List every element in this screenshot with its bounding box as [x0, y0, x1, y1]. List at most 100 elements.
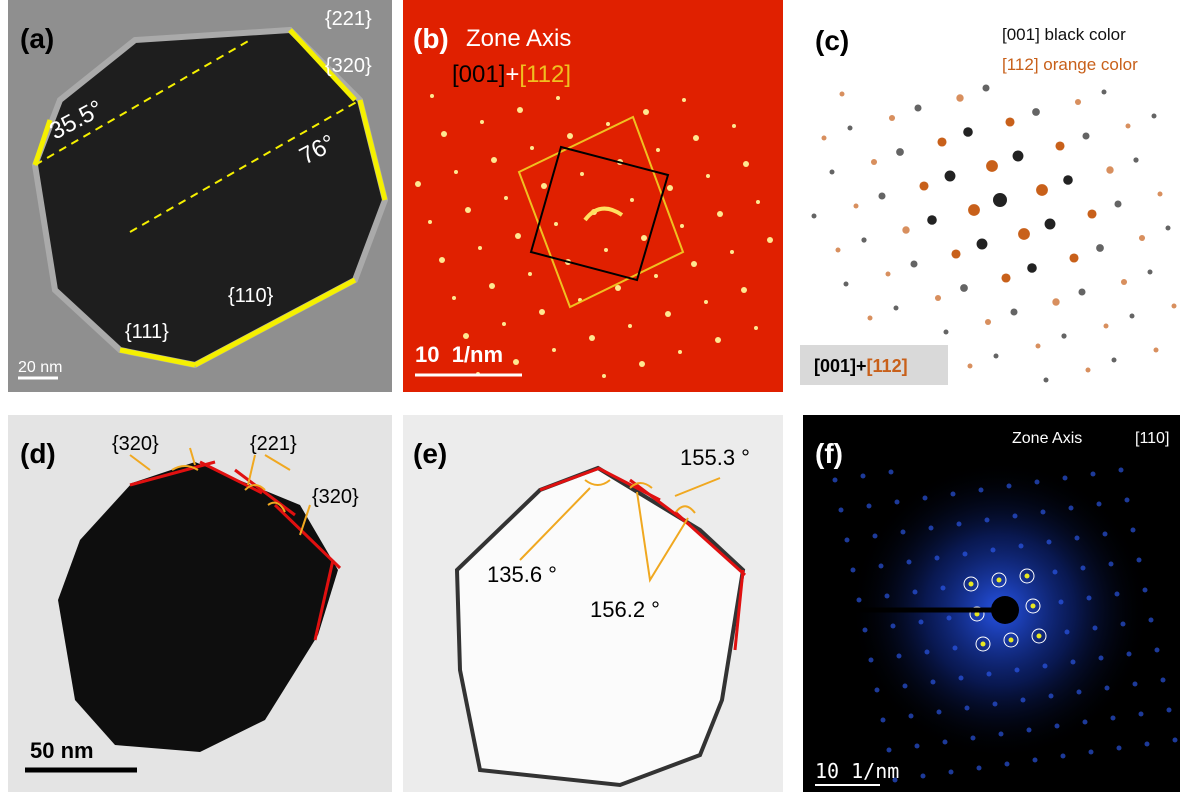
orange-spot: [1052, 298, 1059, 305]
spot: [929, 526, 934, 531]
panel-e: (e) 155.3 ° 135.6 ° 156.2 °: [403, 415, 783, 792]
spot: [1015, 668, 1020, 673]
spot: [589, 335, 595, 341]
spot: [931, 680, 936, 685]
spot: [891, 624, 896, 629]
orange-spot: [986, 160, 998, 172]
spot: [717, 211, 723, 217]
spot: [441, 131, 447, 137]
spot: [1013, 514, 1018, 519]
spot: [1071, 660, 1076, 665]
spot: [1111, 716, 1116, 721]
spot: [861, 474, 866, 479]
spot: [1075, 536, 1080, 541]
orange-spot: [1001, 273, 1010, 282]
orange-spot: [1055, 141, 1064, 150]
black-spot: [1061, 333, 1066, 338]
black-spot: [977, 239, 988, 250]
spot: [969, 582, 974, 587]
orange-spot: [956, 94, 963, 101]
spot: [1097, 502, 1102, 507]
spot: [641, 235, 647, 241]
spot: [957, 522, 962, 527]
scale-label: 50 nm: [30, 738, 94, 763]
panel-label: (b): [413, 23, 449, 54]
black-spot: [982, 84, 989, 91]
spot: [439, 257, 445, 263]
caption-part: [112]: [867, 356, 908, 376]
spot: [1055, 724, 1060, 729]
spot: [604, 248, 608, 252]
panel-d: (d) {320} {221} {320} 50 nm: [8, 415, 392, 792]
spot: [987, 672, 992, 677]
spot: [977, 766, 982, 771]
caption-part: +: [856, 356, 867, 376]
spot: [1083, 720, 1088, 725]
spot: [1019, 544, 1024, 549]
spot: [971, 736, 976, 741]
spot: [478, 246, 482, 250]
spot: [1035, 480, 1040, 485]
orange-spot: [854, 204, 859, 209]
black-spot: [830, 170, 835, 175]
spot: [1077, 690, 1082, 695]
spot: [959, 676, 964, 681]
orange-spot: [1126, 124, 1131, 129]
spot: [539, 309, 545, 315]
orange-spot: [822, 136, 827, 141]
scale-label: 20 nm: [18, 359, 62, 376]
annotation: {320}: [325, 55, 372, 77]
panel-label: (f): [815, 438, 843, 469]
orange-spot: [886, 272, 891, 277]
spot: [1131, 528, 1136, 533]
spot: [1087, 596, 1092, 601]
figure: (a) {221} {320} 35.5° 76° {110} {111} 20…: [0, 0, 1180, 792]
black-spot: [1082, 132, 1089, 139]
black-spot: [994, 354, 999, 359]
orange-spot: [1121, 279, 1127, 285]
black-spot: [1166, 226, 1171, 231]
black-spot: [1010, 308, 1017, 315]
annotation: {320}: [312, 486, 359, 508]
spot: [1065, 630, 1070, 635]
spot: [706, 174, 710, 178]
black-spot: [1112, 358, 1117, 363]
body: (a) {221} {320} 35.5° 76° {110} {111} 20…: [0, 0, 1180, 792]
spot: [656, 148, 660, 152]
spot: [1059, 600, 1064, 605]
spot: [1133, 682, 1138, 687]
spot: [1053, 570, 1058, 575]
spot: [715, 337, 721, 343]
spot: [895, 500, 900, 505]
spot: [491, 157, 497, 163]
spot: [463, 333, 469, 339]
orange-spot: [1005, 117, 1014, 126]
spot: [869, 658, 874, 663]
spot: [1119, 468, 1124, 473]
black-spot: [1152, 114, 1157, 119]
spot: [885, 594, 890, 599]
spot: [754, 326, 758, 330]
spot: [428, 220, 432, 224]
spot: [1173, 738, 1178, 743]
spot: [1125, 498, 1130, 503]
spot: [909, 714, 914, 719]
spot: [515, 233, 521, 239]
orange-spot: [951, 249, 960, 258]
spot: [630, 198, 634, 202]
black-spot: [1148, 270, 1153, 275]
spot: [953, 646, 958, 651]
spot: [901, 530, 906, 535]
zone-part: [001]: [452, 61, 505, 88]
spot: [881, 718, 886, 723]
black-spot: [945, 171, 956, 182]
spot: [667, 185, 673, 191]
spot: [845, 538, 850, 543]
spot: [567, 133, 573, 139]
orange-spot: [1104, 324, 1109, 329]
spot: [1061, 754, 1066, 759]
black-spot: [1096, 244, 1104, 252]
black-spot: [1114, 200, 1121, 207]
spot: [1155, 648, 1160, 653]
black-spot: [896, 148, 904, 156]
